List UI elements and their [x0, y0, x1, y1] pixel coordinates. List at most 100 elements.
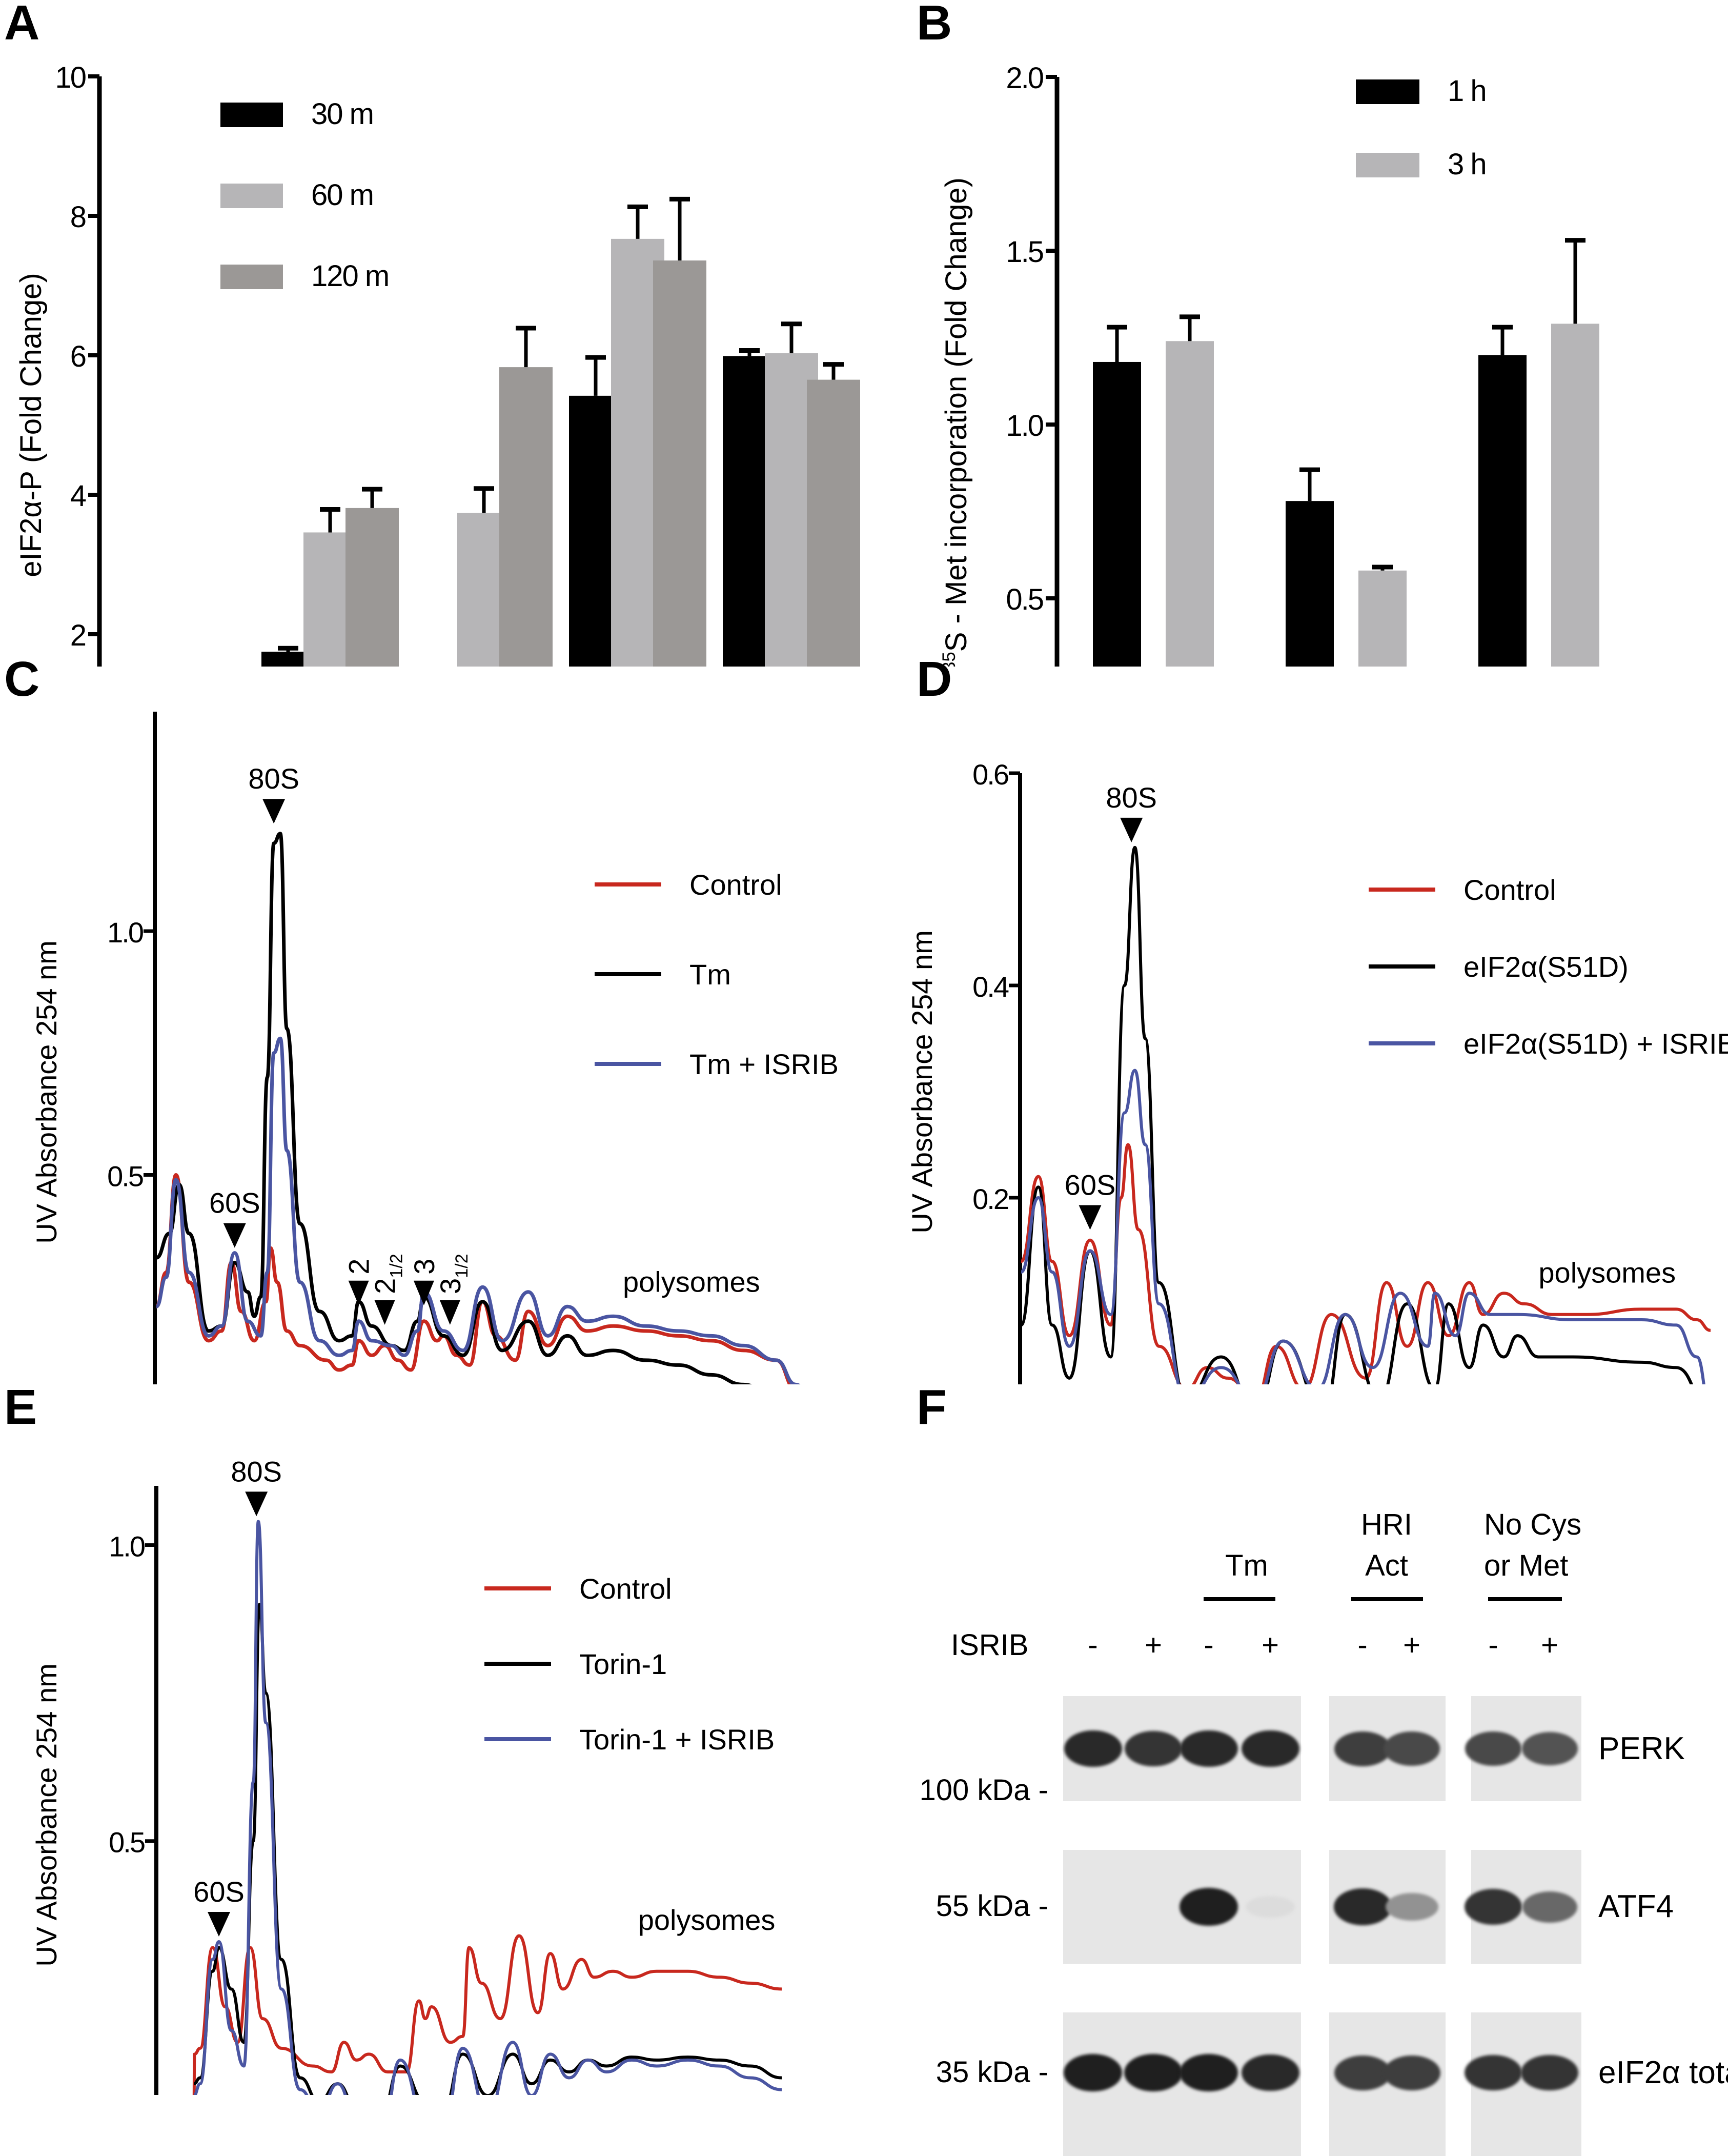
panel-label-d: D — [917, 652, 952, 707]
annotation-80s: 80S — [248, 762, 299, 795]
blot-band — [1125, 1730, 1182, 1767]
annotation-polysome-number: 2 — [343, 1259, 375, 1275]
arrowhead-marker — [348, 1280, 369, 1305]
arrowhead-marker — [413, 1280, 434, 1305]
blot-band — [1334, 1731, 1391, 1766]
y-tick-label: 1.0 — [1006, 409, 1043, 442]
annotation-80s: 80S — [1106, 781, 1157, 814]
blot-band — [1383, 2055, 1440, 2090]
y-tick-label: 0.2 — [972, 1183, 1008, 1215]
panel-label-e: E — [4, 1380, 37, 1435]
panel-label-a: A — [4, 0, 40, 50]
group-bar-hri — [1351, 1597, 1423, 1601]
y-tick-label: 0.5 — [109, 1826, 145, 1859]
polysome-profile-s51d: 0.00.20.40.6UV Absorbance 254 nm80S60Spo… — [906, 758, 1728, 1384]
arrowhead-marker — [262, 799, 286, 824]
blot-band — [1521, 2054, 1578, 2091]
y-tick-label: 1.0 — [109, 1530, 145, 1562]
group-label-nocys-line2: or Met — [1484, 1549, 1569, 1582]
blot-band — [1334, 2055, 1391, 2090]
blot-band — [1465, 2054, 1522, 2091]
arrowhead-marker — [1120, 817, 1143, 842]
arrowhead-marker — [1079, 1205, 1102, 1230]
y-axis-label: eIF2α-P (Fold Change) — [14, 273, 48, 577]
legend-label: Torin-1 — [579, 1648, 667, 1680]
bar — [1093, 361, 1141, 667]
bar — [653, 260, 706, 667]
y-tick-label: 0.6 — [972, 758, 1008, 791]
group-bar-nocys — [1488, 1597, 1562, 1601]
y-tick-label: 0.4 — [972, 971, 1009, 1003]
protein-label: ATF4 — [1598, 1889, 1674, 1924]
legend-label: 1 h — [1448, 74, 1486, 108]
series-line — [1020, 845, 1694, 1384]
blot-band — [1246, 1896, 1295, 1918]
blot-band — [1180, 1888, 1238, 1926]
molecular-weight-marker: 35 kDa - — [936, 2055, 1048, 2089]
lane-isrib-sign: + — [1403, 1628, 1420, 1662]
lane-isrib-sign: - — [1088, 1628, 1098, 1662]
bar-chart-phospho-eif2a: 0246810eIF2α-P (Fold Change)ISRIBTmTm + … — [14, 61, 860, 667]
series-line — [155, 832, 753, 1384]
y-tick-label: 4 — [70, 479, 86, 513]
annotation-number: 2 — [343, 1259, 375, 1275]
y-tick-label: 8 — [70, 200, 86, 234]
annotation-60s: 60S — [209, 1187, 260, 1219]
y-axis-label: UV Absorbance 254 nm — [30, 1663, 63, 1966]
legend-label: 30 m — [311, 97, 373, 131]
annotation-subscript: 1/2 — [452, 1254, 472, 1278]
y-tick-label: 1.0 — [107, 916, 143, 949]
arrowhead-marker — [223, 1223, 246, 1248]
legend-label: 60 m — [311, 178, 373, 212]
y-tick-label: 10 — [55, 61, 85, 94]
blot-band — [1180, 1730, 1238, 1767]
protein-label: PERK — [1598, 1730, 1685, 1766]
lane-isrib-sign: + — [1145, 1628, 1162, 1662]
blot-band — [1385, 1893, 1438, 1921]
molecular-weight-marker: 55 kDa - — [936, 1889, 1048, 1923]
lane-isrib-sign: - — [1357, 1628, 1368, 1662]
legend-swatch — [220, 184, 283, 208]
lane-isrib-sign: + — [1541, 1628, 1558, 1662]
legend-label: eIF2α(S51D) + ISRIB — [1463, 1027, 1728, 1060]
annotation-polysome-number: 21/2 — [369, 1254, 406, 1294]
blot-band — [1384, 1731, 1440, 1766]
lane-isrib-sign: - — [1204, 1628, 1214, 1662]
lane-isrib-sign: + — [1262, 1628, 1279, 1662]
series-line — [1020, 1069, 1705, 1384]
legend-label: Tm + ISRIB — [689, 1048, 839, 1080]
arrowhead-marker — [208, 1912, 230, 1937]
group-label-nocys-line1: No Cys — [1484, 1508, 1582, 1541]
y-axis-label-text: S - Met incorporation (Fold Change) — [940, 177, 973, 652]
group-label-hri-line1: HRI — [1361, 1508, 1412, 1541]
panel-label-c: C — [4, 652, 40, 707]
arrowhead-marker — [439, 1300, 460, 1325]
annotation-number: 2 — [369, 1278, 401, 1294]
legend-swatch — [220, 103, 283, 127]
y-tick-label: 6 — [70, 340, 86, 373]
blot-band — [1241, 1730, 1299, 1767]
bar — [1358, 570, 1407, 667]
blot-band — [1064, 2053, 1122, 2092]
blot-band — [1465, 1889, 1522, 1925]
blot-band — [1180, 2053, 1238, 2092]
annotation-number: 3 — [408, 1259, 440, 1275]
arrowhead-marker — [374, 1300, 395, 1325]
legend-label: eIF2α(S51D) — [1463, 951, 1629, 983]
blot-band — [1521, 1732, 1578, 1765]
annotation-polysome-number: 31/2 — [434, 1254, 472, 1294]
bar — [1286, 501, 1334, 667]
y-axis-label-superscript: 35 — [939, 652, 959, 667]
annotation-polysome-number: 3 — [408, 1259, 440, 1275]
series-line — [192, 1934, 782, 2095]
legend-swatch — [1356, 153, 1419, 177]
legend-label: Tm — [689, 958, 731, 991]
y-tick-label: 1.5 — [1006, 235, 1043, 269]
annotation-60s: 60S — [1065, 1168, 1116, 1201]
legend-label: Control — [689, 869, 782, 901]
bar — [1166, 341, 1214, 667]
y-tick-label: 0.5 — [1006, 583, 1043, 616]
panel-label-b: B — [917, 0, 952, 50]
y-tick-label: 0.5 — [107, 1160, 143, 1192]
blot-band — [1064, 1730, 1122, 1767]
